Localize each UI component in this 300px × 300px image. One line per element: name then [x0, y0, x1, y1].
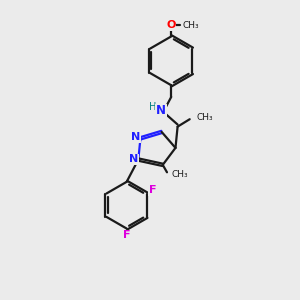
Text: O: O [167, 20, 176, 30]
Text: CH₃: CH₃ [183, 21, 200, 30]
Text: F: F [123, 230, 130, 240]
Text: CH₃: CH₃ [172, 170, 188, 179]
Text: N: N [129, 154, 138, 164]
Text: F: F [149, 185, 157, 195]
Text: N: N [156, 104, 166, 117]
Text: H: H [149, 102, 156, 112]
Text: N: N [131, 132, 140, 142]
Text: CH₃: CH₃ [196, 112, 213, 122]
